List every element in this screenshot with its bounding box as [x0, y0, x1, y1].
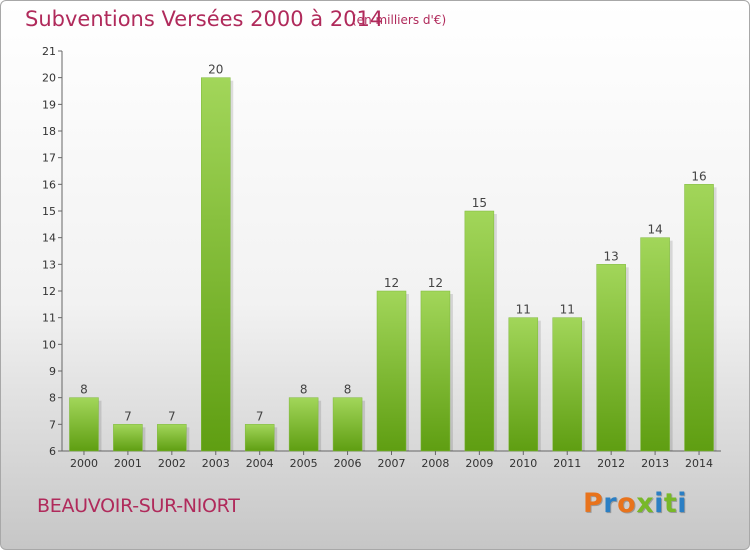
logo-letter: i [677, 488, 688, 519]
x-tick-label: 2009 [465, 457, 493, 470]
y-tick-label: 20 [42, 72, 56, 85]
x-tick-label: 2014 [685, 457, 713, 470]
logo-letter: i [654, 488, 664, 519]
commune-name: BEAUVOIR-SUR-NIORT [37, 495, 240, 517]
y-tick-label: 10 [42, 338, 56, 351]
bar [596, 264, 626, 452]
data-label: 12 [384, 276, 399, 290]
logo-letter: r [603, 488, 618, 519]
y-tick-label: 14 [42, 232, 56, 245]
bar [157, 424, 187, 452]
data-label: 15 [472, 196, 487, 210]
x-tick-label: 2005 [290, 457, 318, 470]
y-tick-label: 21 [42, 45, 56, 58]
y-tick-label: 11 [42, 312, 56, 325]
bar [508, 317, 539, 452]
x-tick-label: 2013 [641, 457, 669, 470]
bar [288, 397, 319, 452]
y-tick-label: 18 [42, 125, 56, 138]
x-tick-label: 2000 [70, 457, 98, 470]
bar [640, 237, 670, 452]
x-tick-label: 2010 [509, 457, 537, 470]
data-label: 7 [124, 409, 132, 423]
data-label: 14 [647, 223, 662, 237]
logo-letter: o [617, 488, 637, 519]
y-tick-label: 15 [42, 205, 56, 218]
bar [376, 290, 407, 452]
data-label: 7 [168, 409, 176, 423]
bar [332, 397, 363, 452]
logo-letter: x [636, 488, 655, 519]
y-tick-label: 13 [42, 258, 56, 271]
y-tick-label: 7 [49, 418, 56, 431]
logo-letter: P [583, 488, 604, 519]
y-tick-label: 8 [49, 392, 56, 405]
bar [244, 424, 275, 452]
data-label: 8 [80, 383, 88, 397]
data-label: 13 [604, 249, 619, 263]
proxiti-logo: Proxiti [583, 488, 687, 519]
data-label: 16 [691, 169, 706, 183]
bar [113, 424, 143, 452]
chart-subtitle: (en milliers d'€) [352, 13, 447, 27]
x-tick-label: 2011 [553, 457, 581, 470]
y-tick-label: 19 [42, 98, 56, 111]
y-tick-label: 17 [42, 152, 56, 165]
bar [684, 184, 714, 452]
bar [552, 317, 582, 452]
x-tick-label: 2012 [597, 457, 625, 470]
y-tick-label: 16 [42, 178, 56, 191]
data-label: 8 [300, 383, 308, 397]
data-label: 8 [344, 383, 352, 397]
chart-title: Subventions Versées 2000 à 2014 [25, 7, 384, 31]
y-tick-label: 6 [49, 445, 56, 458]
x-tick-label: 2007 [378, 457, 406, 470]
x-tick-label: 2003 [202, 457, 230, 470]
bar [464, 210, 495, 452]
x-tick-label: 2001 [114, 457, 142, 470]
data-label: 7 [256, 409, 264, 423]
data-label: 20 [208, 63, 223, 77]
data-label: 11 [516, 303, 531, 317]
x-tick-label: 2004 [246, 457, 274, 470]
x-tick-label: 2006 [334, 457, 362, 470]
x-tick-label: 2002 [158, 457, 186, 470]
y-tick-label: 9 [49, 365, 56, 378]
bar [420, 290, 451, 452]
data-label: 11 [560, 303, 575, 317]
bar [69, 397, 99, 452]
data-label: 12 [428, 276, 443, 290]
y-tick-label: 12 [42, 285, 56, 298]
x-tick-label: 2008 [421, 457, 449, 470]
bar [201, 77, 231, 452]
logo-letter: t [663, 488, 678, 519]
